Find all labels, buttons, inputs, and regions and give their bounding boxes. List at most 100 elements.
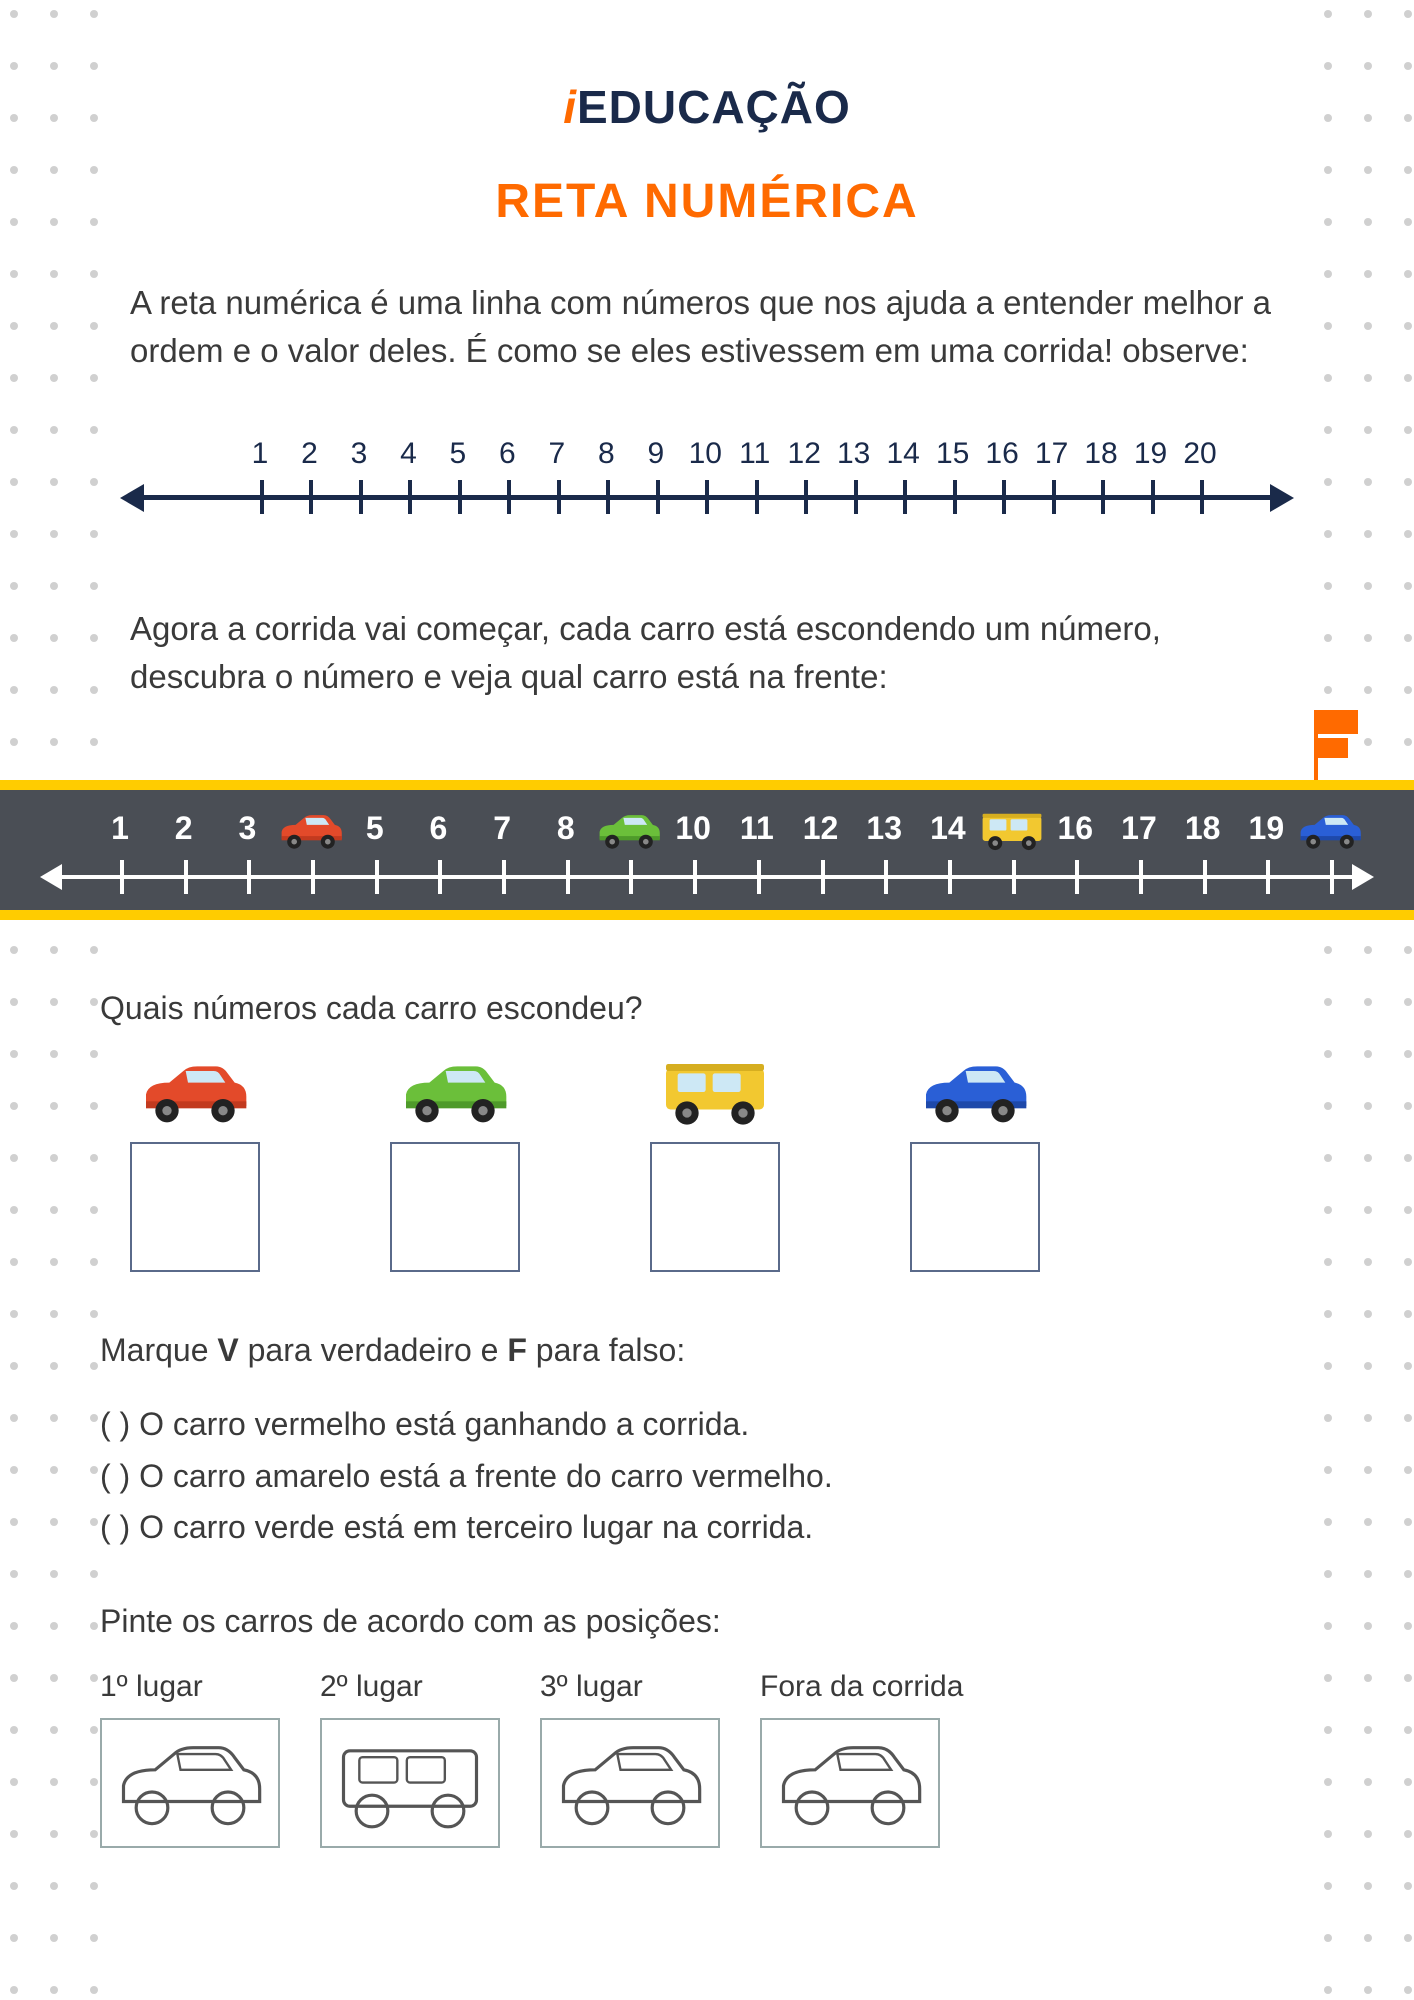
tick-label: 3 — [351, 437, 368, 471]
car-yellow-icon — [655, 1057, 775, 1132]
tick — [854, 480, 858, 514]
tick — [804, 480, 808, 514]
paint-row: 1º lugar 2º lugar 3º lugar Fora da corrida — [100, 1670, 1324, 1848]
answer-item — [650, 1057, 780, 1272]
tick — [247, 860, 251, 894]
tick — [120, 860, 124, 894]
tick-label: 19 — [1134, 437, 1167, 471]
tick-label: 6 — [499, 437, 516, 471]
tick-label: 5 — [366, 810, 384, 847]
tick-label: 19 — [1249, 810, 1285, 847]
answer-box[interactable] — [650, 1142, 780, 1272]
tick-label: 12 — [788, 437, 821, 471]
road: 1235678101112131416171819 — [0, 780, 1414, 920]
paint-item: 1º lugar — [100, 1670, 280, 1848]
tick — [1203, 860, 1207, 894]
tick — [566, 860, 570, 894]
tick — [438, 860, 442, 894]
question-1: Quais números cada carro escondeu? — [100, 990, 1284, 1027]
answer-item — [130, 1057, 260, 1272]
tick-label: 10 — [689, 437, 722, 471]
paint-label: 1º lugar — [100, 1670, 280, 1704]
tick-label: 11 — [740, 810, 774, 847]
answer-row — [130, 1057, 1284, 1272]
tick — [311, 860, 315, 894]
tick — [693, 860, 697, 894]
tick — [1012, 860, 1016, 894]
logo-text: EDUCAÇÃO — [577, 81, 851, 133]
answer-box[interactable] — [390, 1142, 520, 1272]
tick — [705, 480, 709, 514]
true-false-item[interactable]: ( ) O carro amarelo está a frente do car… — [100, 1451, 1284, 1502]
tick — [755, 480, 759, 514]
tick-label: 8 — [598, 437, 615, 471]
question-2: Marque V para verdadeiro e F para falso: — [100, 1332, 1284, 1369]
true-false-item[interactable]: ( ) O carro vermelho está ganhando a cor… — [100, 1399, 1284, 1450]
car-green-icon — [395, 1057, 515, 1132]
car-red-icon — [276, 808, 346, 858]
tick — [757, 860, 761, 894]
tick — [948, 860, 952, 894]
tick-label: 4 — [400, 437, 417, 471]
tick-label: 15 — [936, 437, 969, 471]
tick-label: 6 — [430, 810, 448, 847]
paint-box[interactable] — [320, 1718, 500, 1848]
q2-f: F — [507, 1332, 527, 1368]
tick — [821, 860, 825, 894]
tick-label: 3 — [238, 810, 256, 847]
tick — [408, 480, 412, 514]
q2-mid: para verdadeiro e — [239, 1332, 508, 1368]
car-blue-icon — [1295, 808, 1365, 858]
tick-label: 14 — [886, 437, 919, 471]
tick-label: 10 — [675, 810, 711, 847]
arrow-right-icon — [1352, 864, 1374, 890]
car-blue-icon — [915, 1057, 1035, 1132]
tick — [359, 480, 363, 514]
tick-label: 5 — [450, 437, 467, 471]
logo: iEDUCAÇÃO — [90, 80, 1324, 134]
tick — [309, 480, 313, 514]
tick-label: 17 — [1121, 810, 1157, 847]
question-3: Pinte os carros de acordo com as posiçõe… — [100, 1603, 1284, 1640]
tick — [458, 480, 462, 514]
tick — [260, 480, 264, 514]
instruction-paragraph: Agora a corrida vai começar, cada carro … — [130, 605, 1284, 701]
paint-item: Fora da corrida — [760, 1670, 963, 1848]
tick-label: 14 — [930, 810, 966, 847]
answer-box[interactable] — [130, 1142, 260, 1272]
tick — [629, 860, 633, 894]
intro-paragraph: A reta numérica é uma linha com números … — [130, 279, 1284, 375]
paint-box[interactable] — [540, 1718, 720, 1848]
tick — [375, 860, 379, 894]
tick — [184, 860, 188, 894]
tick-label: 12 — [803, 810, 839, 847]
road-line-bar — [60, 875, 1354, 879]
paint-item: 2º lugar — [320, 1670, 500, 1848]
paint-box[interactable] — [760, 1718, 940, 1848]
tick — [1330, 860, 1334, 894]
tick — [1139, 860, 1143, 894]
tick — [507, 480, 511, 514]
answer-box[interactable] — [910, 1142, 1040, 1272]
tick-label: 13 — [837, 437, 870, 471]
finish-flag-icon — [1314, 710, 1374, 790]
answer-item — [390, 1057, 520, 1272]
tick-label: 1 — [252, 437, 269, 471]
tick-label: 1 — [111, 810, 129, 847]
tick-label: 2 — [175, 810, 193, 847]
true-false-item[interactable]: ( ) O carro verde está em terceiro lugar… — [100, 1502, 1284, 1553]
logo-accent: i — [563, 81, 577, 133]
tick — [903, 480, 907, 514]
paint-box[interactable] — [100, 1718, 280, 1848]
tick-label: 20 — [1183, 437, 1216, 471]
car-green-icon — [594, 808, 664, 858]
q2-suffix: para falso: — [527, 1332, 685, 1368]
tick — [1151, 480, 1155, 514]
tick-label: 8 — [557, 810, 575, 847]
paint-label: Fora da corrida — [760, 1670, 963, 1704]
tick — [606, 480, 610, 514]
tick — [953, 480, 957, 514]
paint-label: 3º lugar — [540, 1670, 720, 1704]
tick-label: 13 — [866, 810, 902, 847]
tick — [884, 860, 888, 894]
